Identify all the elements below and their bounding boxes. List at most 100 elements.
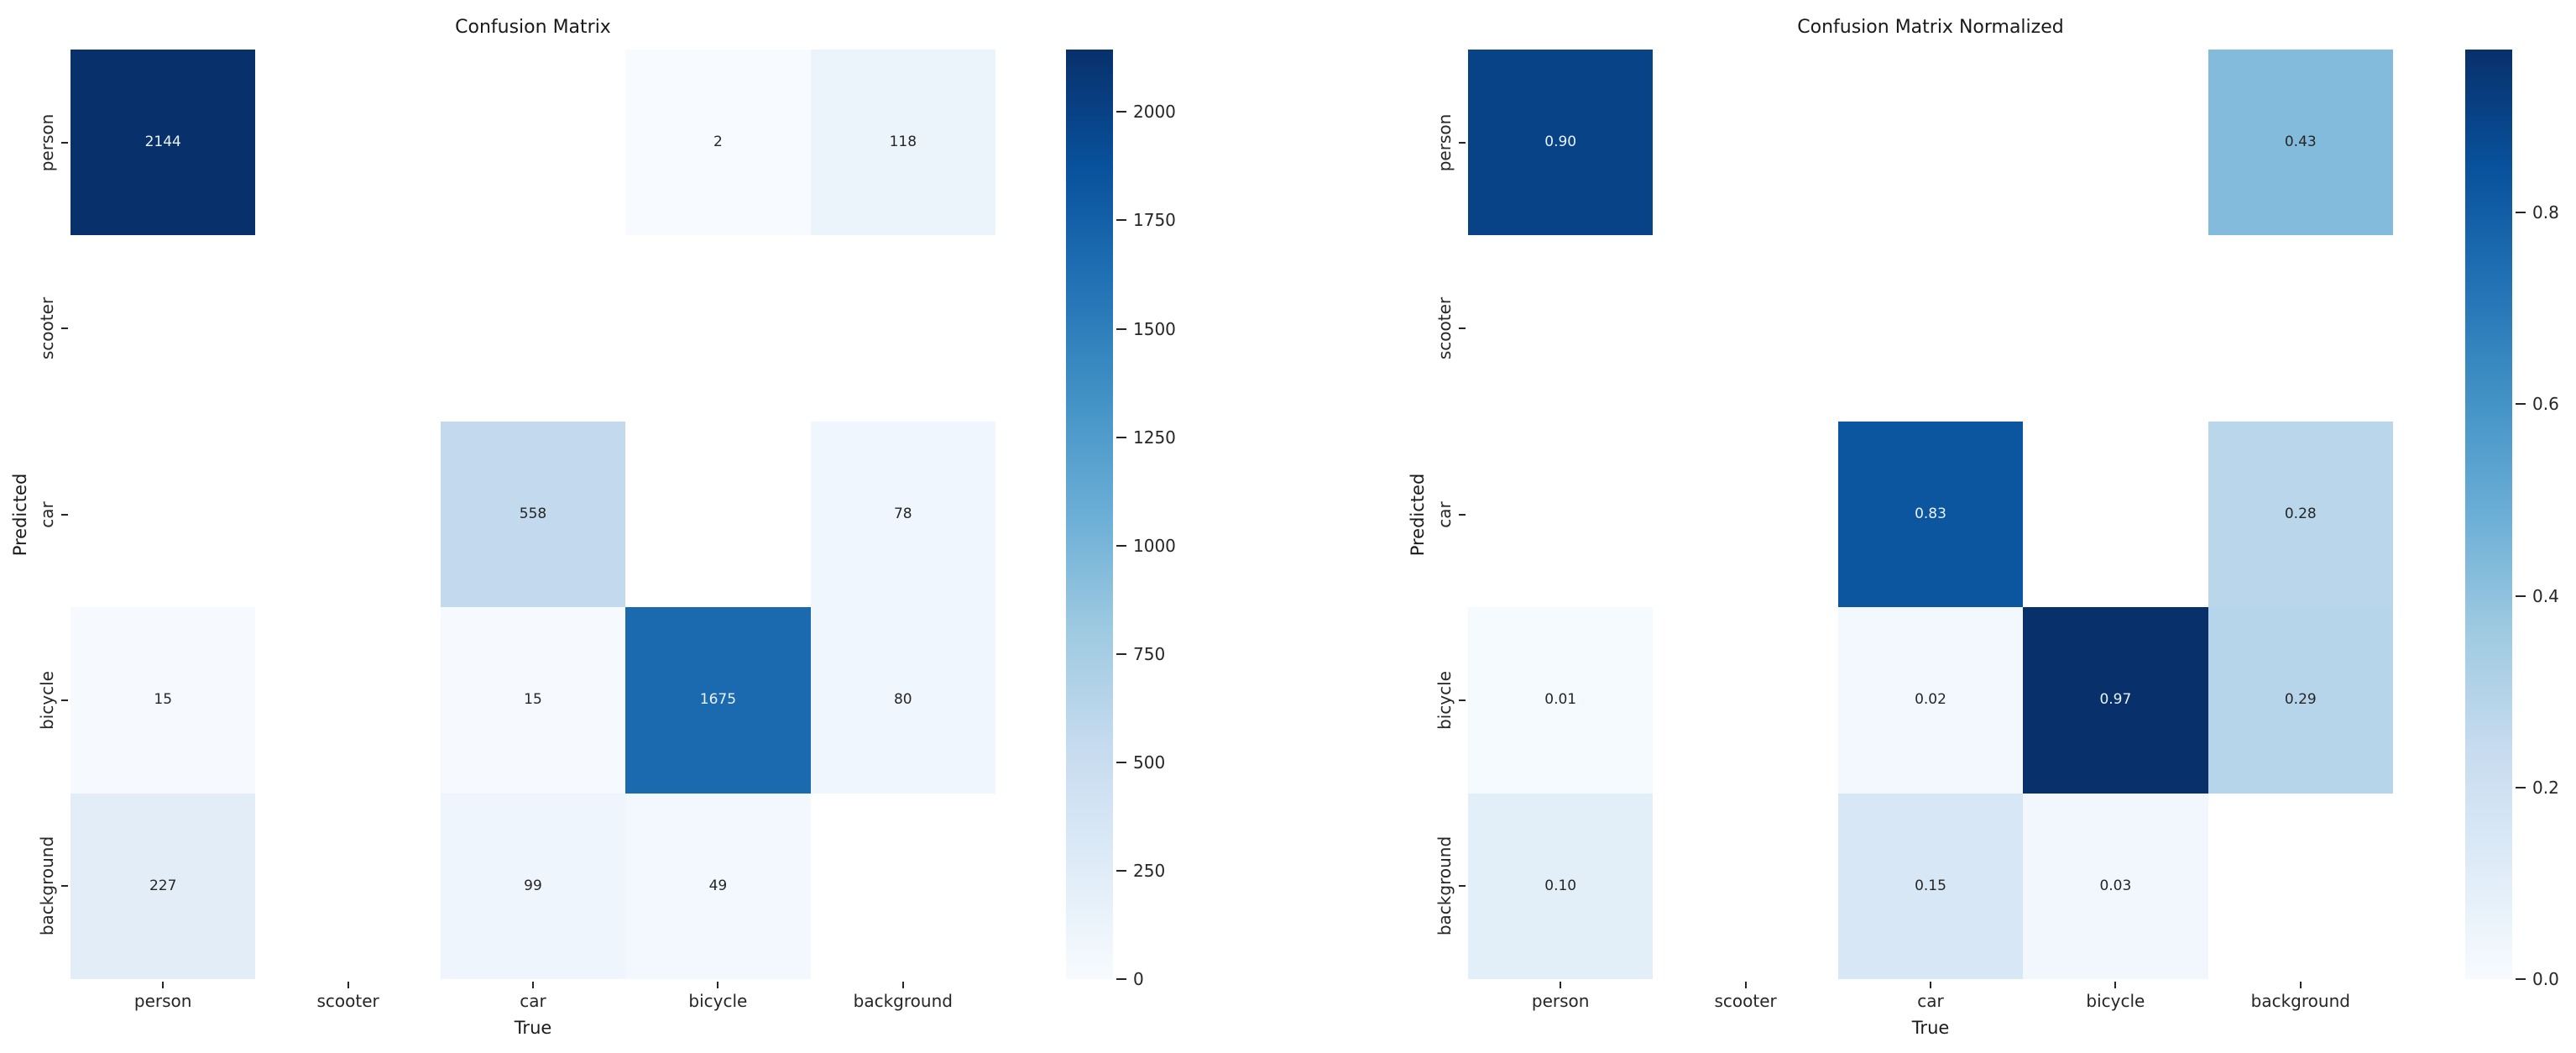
- x-tick-label: car: [520, 991, 546, 1011]
- colorbar-tick-mark: [2516, 403, 2526, 406]
- heatmap-cell: 1675: [625, 607, 811, 794]
- x-tick-mark: [1930, 982, 1931, 988]
- colorbar-tick-mark: [1116, 652, 1126, 655]
- heatmap-cell: 0.15: [1837, 793, 2024, 979]
- x-tick-label: scooter: [316, 991, 379, 1011]
- colorbar-tick-mark: [1116, 869, 1126, 872]
- heatmap-cell: 227: [71, 793, 256, 979]
- x-tick-mark: [901, 982, 904, 988]
- heatmap-cell: 99: [440, 793, 626, 979]
- colorbar-tick-label: 0.2: [2532, 777, 2559, 798]
- colorbar-tick-mark: [2516, 212, 2526, 213]
- colorbar-tick-label: 500: [1133, 752, 1166, 773]
- x-tick-mark: [162, 982, 165, 988]
- colorbar-gradient: [1066, 50, 1113, 979]
- cell-value: 80: [893, 691, 912, 709]
- cell-value: 0.28: [2284, 505, 2317, 522]
- heatmap-cell: 0.28: [2208, 421, 2393, 608]
- chart-title: Confusion Matrix: [455, 17, 611, 38]
- y-tick-mark: [61, 885, 68, 888]
- colorbar-tick-label: 1750: [1133, 210, 1176, 231]
- x-tick-label: bicycle: [2086, 991, 2145, 1011]
- y-tick-mark: [61, 327, 68, 330]
- colorbar-tick-mark: [2516, 978, 2526, 980]
- y-tick-mark: [61, 699, 68, 701]
- heatmap-cell: 0.43: [2208, 50, 2393, 236]
- x-tick-label: background: [853, 991, 953, 1011]
- heatmap-cell: [2023, 50, 2208, 235]
- colorbar-tick-label: 0.0: [2532, 969, 2559, 989]
- x-tick-label: person: [133, 991, 192, 1011]
- cell-value: 0.10: [1544, 877, 1577, 894]
- heatmap-cell: [1653, 794, 1837, 979]
- cell-value: 558: [519, 505, 547, 522]
- colorbar-tick-mark: [1116, 436, 1126, 438]
- colorbar-tick-mark: [1116, 978, 1126, 980]
- colorbar-tick-label: 0.4: [2532, 585, 2559, 606]
- y-tick-label: scooter: [1434, 296, 1455, 360]
- y-tick-mark: [1459, 141, 1466, 144]
- colorbar-tick-label: 750: [1133, 643, 1166, 664]
- cell-value: 0.43: [2284, 134, 2317, 151]
- heatmap-cell: 0.02: [1837, 607, 2024, 794]
- colorbar-tick-mark: [1116, 219, 1126, 222]
- colorbar-tick-label: 1250: [1133, 427, 1176, 448]
- colorbar-tick-label: 0: [1133, 969, 1144, 989]
- colorbar-gradient: [2465, 50, 2512, 979]
- x-tick-mark: [347, 982, 349, 988]
- colorbar-tick-label: 2000: [1133, 102, 1176, 123]
- y-tick-label: bicycle: [1434, 670, 1455, 730]
- heatmap-cell: 0.10: [1468, 793, 1654, 979]
- cell-value: 0.29: [2284, 691, 2317, 709]
- colorbar-tick-mark: [1116, 544, 1126, 547]
- cell-value: 0.97: [2099, 691, 2132, 709]
- y-tick-mark: [61, 513, 68, 516]
- heatmap-cell: [2208, 235, 2393, 421]
- heatmap-cell: 2144: [71, 50, 256, 236]
- x-tick-mark: [717, 982, 719, 988]
- heatmap-cell: [1653, 607, 1837, 793]
- colorbar-tick-label: 1000: [1133, 535, 1176, 556]
- cell-value: 0.02: [1915, 691, 1946, 709]
- heatmap-cell: 0.01: [1468, 607, 1654, 794]
- x-tick-mark: [1744, 982, 1747, 988]
- cell-value: 1675: [699, 691, 737, 709]
- cell-value: 99: [524, 877, 542, 894]
- heatmap-grid: 2144 2 118 558 78 15 15 1675 80 227 99 49: [71, 50, 995, 979]
- heatmap-cell: 558: [440, 421, 626, 608]
- x-tick-label: background: [2250, 991, 2350, 1011]
- heatmap-cell: [2023, 422, 2208, 607]
- heatmap-cell: [1838, 235, 2023, 421]
- x-tick-label: car: [1917, 991, 1944, 1011]
- y-tick-mark: [1459, 327, 1466, 330]
- heatmap-cell: 49: [625, 793, 811, 979]
- y-tick-label: background: [1434, 836, 1455, 936]
- heatmap-cell: [2208, 794, 2393, 979]
- chart-title: Confusion Matrix Normalized: [1797, 17, 2064, 38]
- y-tick-mark: [1459, 885, 1466, 888]
- cell-value: 227: [149, 877, 177, 894]
- cell-value: 2144: [144, 134, 181, 151]
- y-tick-label: car: [1434, 500, 1455, 528]
- cell-value: 0.03: [2099, 877, 2132, 894]
- y-tick-mark: [1459, 699, 1466, 701]
- x-tick-mark: [2299, 982, 2302, 988]
- cell-value: 118: [889, 134, 917, 151]
- x-tick-label: person: [1531, 991, 1590, 1011]
- x-tick-mark: [1560, 982, 1562, 988]
- colorbar-tick-label: 250: [1133, 860, 1166, 881]
- colorbar-tick-label: 0.6: [2532, 394, 2559, 415]
- heatmap-cell: [1653, 235, 1837, 421]
- heatmap-cell: 15: [440, 607, 626, 794]
- cell-value: 0.83: [1915, 505, 1946, 522]
- y-axis-label: Predicted: [1408, 473, 1428, 556]
- cell-value: 15: [154, 691, 173, 709]
- cell-value: 78: [893, 505, 912, 522]
- x-axis-label: True: [514, 1018, 552, 1038]
- heatmap-cell: 15: [71, 607, 256, 794]
- heatmap-cell: 0.83: [1837, 421, 2024, 608]
- heatmap-cell: [1653, 422, 1837, 607]
- heatmap-cell: [2023, 235, 2208, 421]
